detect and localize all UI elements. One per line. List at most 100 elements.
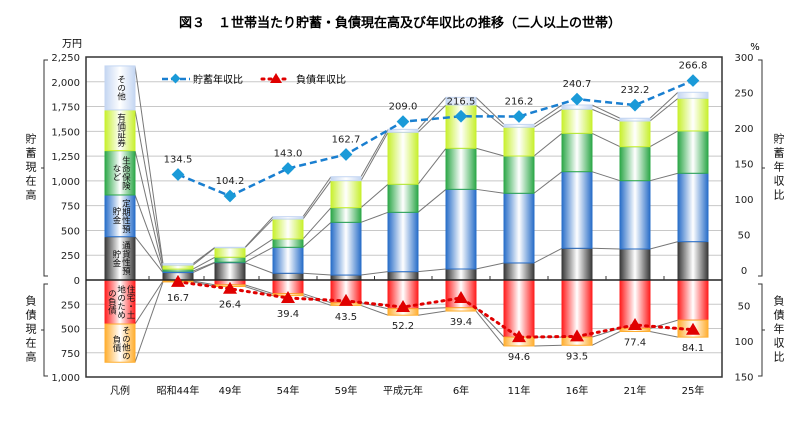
debt-ratio-marker — [628, 317, 642, 330]
bar-segment-5 — [162, 263, 194, 266]
bar-segment-3 — [330, 207, 362, 223]
connector-line — [533, 171, 563, 194]
category-label: 11年 — [508, 384, 531, 397]
connector-line — [533, 132, 563, 157]
connector-line — [192, 246, 216, 265]
axis-bracket — [758, 59, 765, 277]
connector-line — [302, 176, 332, 217]
savings-ratio-marker — [512, 110, 526, 123]
left-tick-label: 750 — [61, 202, 80, 213]
bar-segment-3 — [619, 146, 651, 182]
debt-ratio-label: 39.4 — [277, 309, 299, 320]
legend-bar-label-other-debt: その他の負債 — [111, 326, 131, 361]
connector-line — [192, 256, 216, 270]
connector-line — [417, 97, 447, 130]
debt-ratio-label: 26.4 — [219, 300, 241, 311]
savings-ratio-label: 216.2 — [505, 96, 534, 107]
connector-line — [591, 108, 621, 122]
left-axis-title-debt: 負債現在高 — [24, 295, 38, 365]
category-label: 16年 — [566, 384, 589, 397]
bar-segment-2 — [330, 221, 362, 276]
left-tick-label: 2,000 — [51, 78, 80, 89]
bar-segment-4 — [677, 97, 709, 132]
connector-line — [475, 96, 505, 125]
connector-line — [360, 129, 389, 177]
legend-debt-ratio-marker — [270, 73, 282, 83]
bar-segment-2 — [445, 188, 477, 270]
debt-ratio-label: 16.7 — [167, 293, 189, 304]
connector-line — [244, 284, 274, 295]
connector-line — [134, 109, 164, 266]
savings-ratio-label: 266.8 — [679, 61, 708, 72]
savings-ratio-marker — [570, 92, 584, 106]
connector-line — [192, 280, 216, 286]
right-tick-label: 250 — [734, 89, 753, 100]
debt-ratio-label: 94.6 — [508, 352, 530, 363]
bar-segment-1 — [503, 262, 535, 281]
debt-ratio-marker — [454, 290, 468, 303]
right-axis-title-savings: 貯蓄年収比 — [772, 133, 786, 203]
bar-segment-5 — [445, 96, 477, 106]
bar-segment-4 — [214, 247, 246, 258]
debt-segment-2 — [445, 307, 477, 312]
debt-ratio-label: 84.1 — [682, 343, 704, 354]
debt-ratio-marker — [570, 329, 584, 342]
left-tick-label: 1,250 — [51, 152, 80, 163]
debt-ratio-marker — [339, 293, 353, 306]
chart-title: 図３ １世帯当たり貯蓄・負債現在高及び年収比の推移（二人以上の世帯） — [179, 15, 621, 31]
bar-segment-4 — [272, 218, 304, 240]
left-tick-label: 1,000 — [51, 177, 80, 188]
connector-line — [134, 65, 164, 264]
bar-segment-1 — [677, 241, 709, 281]
savings-ratio-marker — [396, 115, 410, 128]
left-axis-unit: 万円 — [62, 39, 82, 50]
connector-line — [244, 216, 274, 248]
connector-line — [244, 262, 274, 274]
savings-ratio-marker — [223, 189, 237, 203]
debt-ratio-marker — [281, 290, 295, 303]
debt-segment-2 — [104, 323, 136, 363]
connector-line — [134, 150, 164, 270]
connector-line — [360, 211, 389, 223]
debt-ratio-line — [176, 280, 695, 339]
legend-bar-label-securities: 有価証券 — [115, 113, 126, 148]
category-label: 凡例 — [110, 384, 130, 397]
bar-segment-3 — [104, 150, 136, 196]
connector-line — [417, 310, 447, 316]
bar-segment-5 — [104, 65, 136, 111]
debt-ratio-label: 93.5 — [566, 351, 588, 362]
right-tick-label: 50 — [738, 231, 751, 242]
connector-line — [649, 331, 679, 338]
connector-line — [417, 147, 447, 185]
left-axis-title-savings: 貯蓄現在高 — [24, 133, 38, 203]
bar-segment-3 — [214, 256, 246, 263]
connector-line — [649, 241, 679, 250]
bar-segment-2 — [272, 246, 304, 274]
connector-line — [244, 246, 274, 263]
bar-segment-2 — [387, 211, 419, 273]
bar-segment-2 — [503, 192, 535, 264]
savings-ratio-label: 209.0 — [389, 102, 418, 113]
right-tick-label: 150 — [734, 373, 753, 384]
category-label: 6年 — [453, 384, 469, 397]
connector-line — [134, 281, 164, 363]
bar-segment-1 — [619, 248, 651, 281]
connector-line — [360, 271, 389, 276]
left-tick-label: 750 — [61, 349, 80, 360]
bar-segment-1 — [214, 262, 246, 281]
connector-line — [134, 280, 164, 325]
debt-ratio-marker — [223, 281, 237, 294]
bar-segment-5 — [619, 117, 651, 122]
connector-line — [302, 272, 332, 276]
savings-ratio-label: 216.5 — [447, 96, 476, 107]
debt-segment-1 — [677, 279, 709, 321]
axis-bracket — [41, 283, 48, 377]
legend-bar-label-housing-debt: 住宅・土地のための負債 — [106, 285, 136, 320]
bar-segment-4 — [330, 180, 362, 209]
bar-segment-4 — [503, 126, 535, 157]
left-tick-label: 250 — [61, 251, 80, 262]
bar-segment-3 — [561, 132, 593, 173]
category-label: 平成元年 — [383, 384, 423, 397]
right-tick-label: 50 — [738, 302, 751, 313]
bar-segment-5 — [387, 128, 419, 133]
